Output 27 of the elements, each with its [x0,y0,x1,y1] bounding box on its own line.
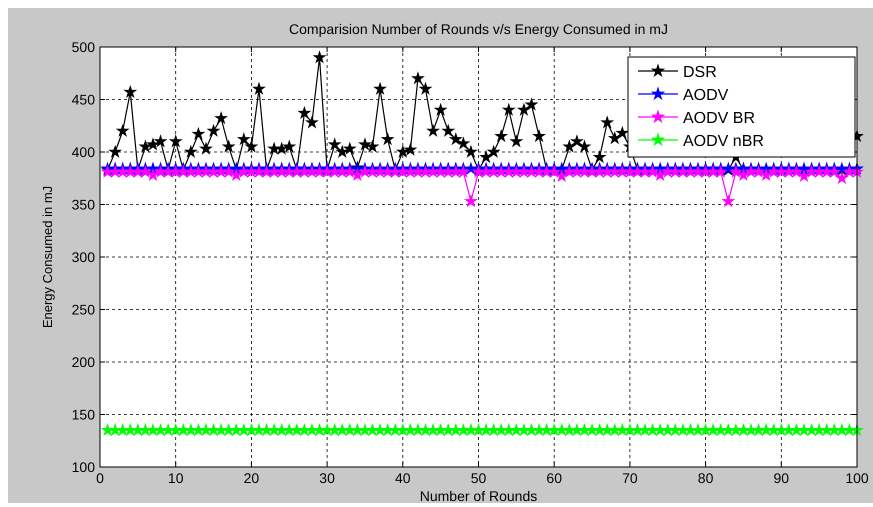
y-tick-label: 500 [72,39,96,55]
y-tick-label: 200 [72,354,96,370]
y-tick-label: 250 [72,302,96,318]
y-tick-label: 400 [72,144,96,160]
legend-label: AODV nBR [683,133,764,150]
y-tick-label: 300 [72,249,96,265]
x-tick-label: 70 [622,470,638,486]
y-tick-label: 350 [72,196,96,212]
legend-label: AODV [683,87,729,104]
legend-label: AODV BR [683,110,756,127]
y-tick-label: 100 [72,459,96,475]
x-tick-label: 100 [845,470,869,486]
chart-title: Comparision Number of Rounds v/s Energy Consumed in mJ [289,21,668,37]
x-tick-label: 50 [470,470,486,486]
legend-label: DSR [683,64,717,81]
y-tick-label: 450 [72,92,96,108]
x-tick-label: 10 [168,470,184,486]
x-tick-label: 40 [395,470,411,486]
x-tick-label: 90 [774,470,790,486]
x-tick-label: 0 [96,470,104,486]
y-tick-label: 150 [72,406,96,422]
x-tick-label: 20 [244,470,260,486]
x-axis-title: Number of Rounds [420,488,538,504]
x-tick-label: 80 [698,470,714,486]
x-tick-label: 30 [319,470,336,486]
y-axis-title: Energy Consumed in mJ [40,186,55,328]
x-tick-label: 60 [546,470,562,486]
